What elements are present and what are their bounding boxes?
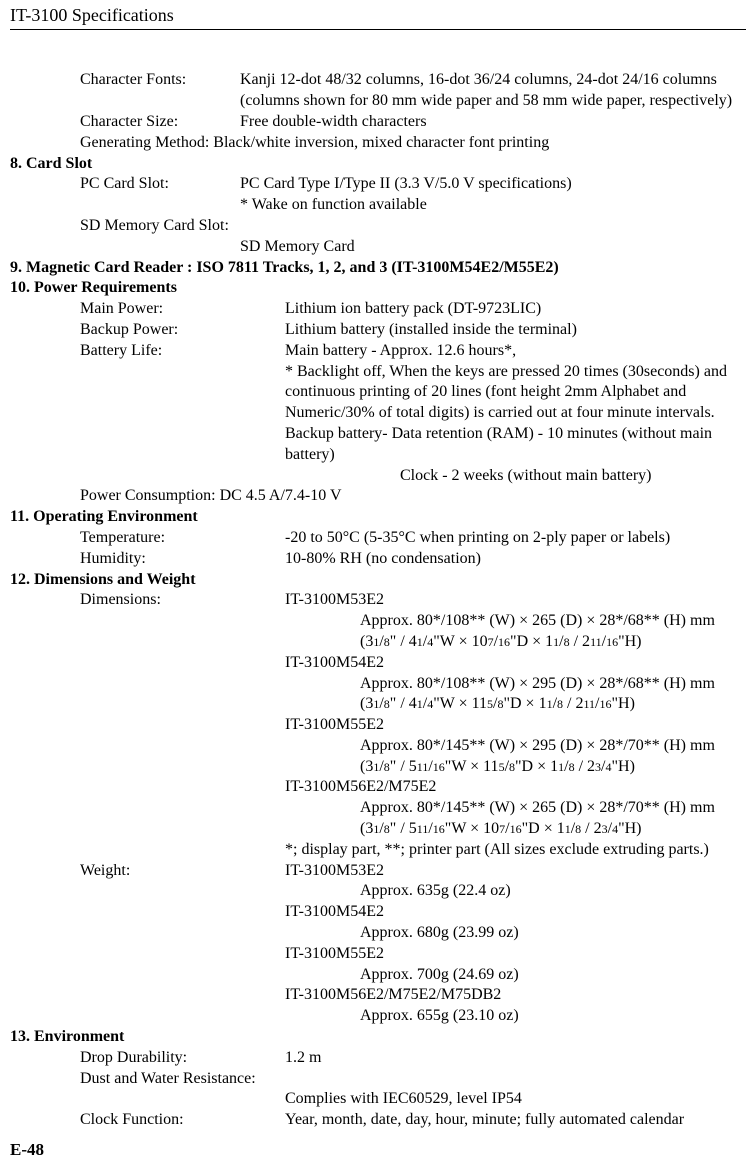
backup-power-label: Backup Power: [80,320,285,341]
weight-label: Weight: [80,861,285,882]
sd-memory-value: SD Memory Card [240,237,746,258]
temp-row: Temperature: -20 to 50°C (5-35°C when pr… [80,528,746,549]
backup-power-row: Backup Power: Lithium battery (installed… [80,320,746,341]
battery-life-row: Battery Life: Main battery - Approx. 12.… [80,341,746,362]
header-title: IT-3100 Specifications [10,4,746,27]
dim-m55e2-v2: (31/8" / 511/16"W × 115/8"D × 11/8 / 23/… [360,757,746,778]
sd-memory-row: SD Memory Card Slot: [80,216,746,237]
pc-card-value1: PC Card Type I/Type II (3.3 V/5.0 V spec… [240,174,746,195]
weight-m53e2-v: Approx. 635g (22.4 oz) [360,881,746,902]
sec11-title: 11. Operating Environment [10,507,746,528]
battery-life-row2: * Backlight off, When the keys are press… [80,362,746,424]
battery-life-row3: Backup battery- Data retention (RAM) - 1… [80,424,746,466]
dust-value: Complies with IEC60529, level IP54 [285,1089,746,1110]
battery-life-value4: Clock - 2 weeks (without main battery) [400,466,746,487]
gen-method-row: Generating Method: Black/white inversion… [80,133,746,154]
char-size-value: Free double-width characters [240,112,746,133]
power-cons-row: Power Consumption: DC 4.5 A/7.4-10 V [80,486,746,507]
sd-memory-label: SD Memory Card Slot: [80,216,229,237]
battery-life-value1: Main battery - Approx. 12.6 hours*, [285,341,746,362]
sec10-title: 10. Power Requirements [10,278,746,299]
clock-value: Year, month, date, day, hour, minute; fu… [285,1110,746,1131]
char-fonts-label: Character Fonts: [80,70,240,112]
pc-card-row: PC Card Slot: PC Card Type I/Type II (3.… [80,174,746,195]
clock-label: Clock Function: [80,1110,285,1131]
humidity-row: Humidity: 10-80% RH (no condensation) [80,549,746,570]
sec8-title: 8. Card Slot [10,154,746,175]
battery-life-value2: * Backlight off, When the keys are press… [285,362,746,424]
weight-row: Weight: IT-3100M53E2 [80,861,746,882]
page-number: E-48 [10,1139,44,1161]
header-divider [10,29,746,30]
backup-power-value: Lithium battery (installed inside the te… [285,320,746,341]
weight-m54e2-v: Approx. 680g (23.99 oz) [360,923,746,944]
weight-m55e2-v: Approx. 700g (24.69 oz) [360,965,746,986]
char-fonts-value: Kanji 12-dot 48/32 columns, 16-dot 36/24… [240,70,746,112]
weight-m56e2: IT-3100M56E2/M75E2/M75DB2 [285,985,746,1006]
dim-m54e2-v2: (31/8" / 41/4"W × 115/8"D × 11/8 / 211/1… [360,694,746,715]
dim-m56e2-v1: Approx. 80*/145** (W) × 265 (D) × 28*/70… [360,798,746,819]
main-power-label: Main Power: [80,299,285,320]
main-power-value: Lithium ion battery pack (DT-9723LIC) [285,299,746,320]
power-cons-label: Power Consumption: DC 4.5 A/7.4-10 V [80,486,342,507]
dim-label: Dimensions: [80,590,285,611]
gen-method-label: Generating Method: Black/white inversion… [80,133,549,154]
dim-note: *; display part, **; printer part (All s… [285,840,746,861]
pc-card-value2: * Wake on function available [240,195,746,216]
dim-m56e2: IT-3100M56E2/M75E2 [285,777,746,798]
drop-label: Drop Durability: [80,1048,285,1069]
weight-m53e2: IT-3100M53E2 [285,861,746,882]
humidity-value: 10-80% RH (no condensation) [285,549,746,570]
temp-value: -20 to 50°C (5-35°C when printing on 2-p… [285,528,746,549]
weight-m55e2: IT-3100M55E2 [285,944,746,965]
dim-m53e2: IT-3100M53E2 [285,590,746,611]
drop-value: 1.2 m [285,1048,746,1069]
dim-m55e2-v1: Approx. 80*/145** (W) × 295 (D) × 28*/70… [360,736,746,757]
humidity-label: Humidity: [80,549,285,570]
sec13-title: 13. Environment [10,1027,746,1048]
dim-m54e2: IT-3100M54E2 [285,653,746,674]
main-power-row: Main Power: Lithium ion battery pack (DT… [80,299,746,320]
pc-card-label: PC Card Slot: [80,174,240,195]
char-fonts-row: Character Fonts: Kanji 12-dot 48/32 colu… [80,70,746,112]
dim-m54e2-v1: Approx. 80*/108** (W) × 295 (D) × 28*/68… [360,674,746,695]
dim-m56e2-v2: (31/8" / 511/16"W × 107/16"D × 11/8 / 23… [360,819,746,840]
battery-life-value3: Backup battery- Data retention (RAM) - 1… [285,424,746,466]
dust-row: Dust and Water Resistance: [80,1069,746,1090]
weight-m54e2: IT-3100M54E2 [285,902,746,923]
dim-row: Dimensions: IT-3100M53E2 [80,590,746,611]
sec9-title: 9. Magnetic Card Reader : ISO 7811 Track… [10,258,746,279]
dim-m53e2-v2: (31/8" / 41/4"W × 107/16"D × 11/8 / 211/… [360,632,746,653]
char-size-label: Character Size: [80,112,240,133]
clock-row: Clock Function: Year, month, date, day, … [80,1110,746,1131]
weight-m56e2-v: Approx. 655g (23.10 oz) [360,1006,746,1027]
drop-row: Drop Durability: 1.2 m [80,1048,746,1069]
dim-m55e2: IT-3100M55E2 [285,715,746,736]
dust-label: Dust and Water Resistance: [80,1069,256,1090]
dim-m53e2-v1: Approx. 80*/108** (W) × 265 (D) × 28*/68… [360,611,746,632]
char-size-row: Character Size: Free double-width charac… [80,112,746,133]
sec12-title: 12. Dimensions and Weight [10,570,746,591]
battery-life-label: Battery Life: [80,341,285,362]
temp-label: Temperature: [80,528,285,549]
